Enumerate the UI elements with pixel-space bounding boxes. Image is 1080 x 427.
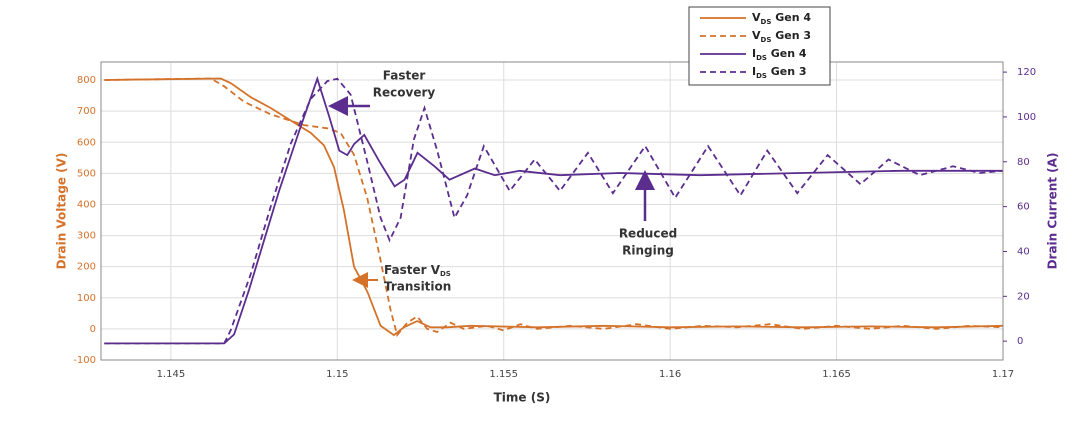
legend-label: VDS Gen 3 — [752, 29, 811, 44]
annotation: Transition — [384, 280, 451, 294]
y2-tick-label: 0 — [1017, 336, 1023, 347]
x-tick-label: 1.145 — [157, 369, 186, 380]
annotation: Reduced — [619, 227, 677, 241]
series-line — [104, 75, 1003, 345]
y-tick-label: 100 — [77, 293, 96, 304]
y-tick-label: -100 — [73, 355, 96, 366]
x-tick-label: 1.16 — [659, 369, 681, 380]
y-tick-label: 700 — [77, 106, 96, 117]
legend-label: VDS Gen 4 — [752, 11, 811, 26]
y-axis-label: Drain Voltage (V) — [55, 153, 69, 270]
series-line — [104, 77, 1004, 337]
legend-part: V — [752, 11, 761, 24]
x-axis-label: Time (S) — [494, 391, 551, 405]
y-tick-label: 0 — [90, 324, 96, 335]
annotation: Ringing — [622, 244, 674, 258]
series-line — [104, 77, 1004, 345]
y2-tick-label: 60 — [1017, 202, 1030, 213]
annotation: Faster VDS — [384, 263, 451, 279]
legend-sub: DS — [756, 72, 767, 80]
legend-sub: DS — [756, 54, 767, 62]
legend-part: Gen 4 — [767, 47, 807, 60]
y-tick-label: 200 — [77, 262, 96, 273]
legend-sub: DS — [761, 36, 772, 44]
y-tick-label: 400 — [77, 199, 96, 210]
annotation: Recovery — [373, 86, 436, 100]
lines — [104, 75, 1004, 345]
annotation-sub: DS — [440, 270, 451, 278]
y-tick-label: 600 — [77, 137, 96, 148]
legend-part: Gen 4 — [771, 11, 811, 24]
legend-part: I — [752, 47, 756, 60]
legend-label: IDS Gen 3 — [752, 65, 807, 80]
legend-label: IDS Gen 4 — [752, 47, 807, 62]
legend-part: Gen 3 — [771, 29, 811, 42]
legend-part: V — [752, 29, 761, 42]
y-tick-label: 800 — [77, 75, 96, 86]
legend-sub: DS — [761, 18, 772, 26]
y-tick-label: 500 — [77, 168, 96, 179]
y-tick-label: 300 — [77, 231, 96, 242]
y2-axis-label: Drain Current (A) — [1046, 153, 1060, 270]
y2-tick-label: 100 — [1017, 112, 1036, 123]
y2-tick-label: 20 — [1017, 291, 1030, 302]
annotation: Faster — [383, 69, 426, 83]
x-tick-label: 1.17 — [992, 369, 1014, 380]
legend-part: Gen 3 — [767, 65, 807, 78]
series-line — [104, 77, 1004, 338]
legend-part: I — [752, 65, 756, 78]
x-tick-label: 1.155 — [489, 369, 518, 380]
y2-tick-label: 80 — [1017, 157, 1030, 168]
x-tick-label: 1.165 — [822, 369, 851, 380]
plot-frame — [100, 61, 1004, 361]
x-tick-label: 1.15 — [326, 369, 348, 380]
y2-tick-label: 40 — [1017, 246, 1030, 257]
annotation-part: Faster V — [384, 263, 441, 277]
y2-tick-label: 120 — [1017, 67, 1036, 78]
